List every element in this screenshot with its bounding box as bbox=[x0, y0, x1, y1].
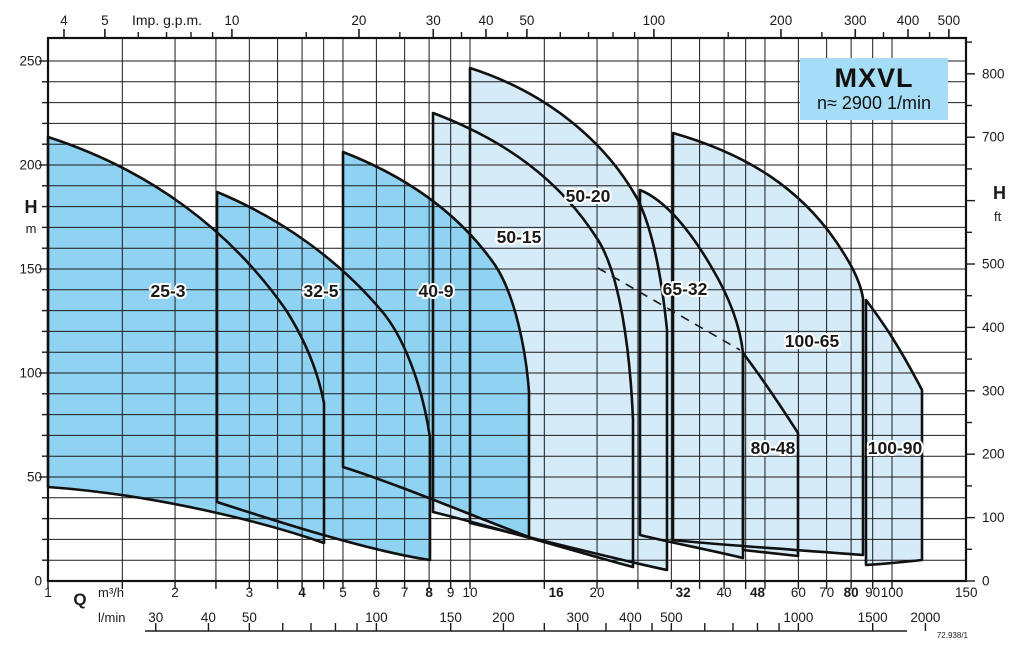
m3h-label: 48 bbox=[750, 585, 766, 600]
top-axis-label: 300 bbox=[844, 13, 867, 28]
curve-label-25-3: 25-3 bbox=[150, 281, 185, 301]
m3h-label: 20 bbox=[590, 585, 605, 600]
top-axis-label: 20 bbox=[351, 13, 366, 28]
q-axis-label: Q bbox=[73, 590, 86, 609]
lmin-label: 40 bbox=[201, 610, 216, 625]
m3h-label: 150 bbox=[955, 585, 978, 600]
right-axis-label: 700 bbox=[982, 130, 1005, 145]
chart-speed: n≈ 2900 1/min bbox=[817, 92, 931, 113]
chart-title: MXVL bbox=[834, 63, 914, 94]
left-axis-label: 250 bbox=[19, 54, 42, 69]
m3h-label: 100 bbox=[881, 585, 904, 600]
top-axis-label: 5 bbox=[101, 13, 109, 28]
lmin-label: 1500 bbox=[858, 610, 888, 625]
curve-label-100-90: 100-90 bbox=[868, 438, 923, 458]
m3h-label: 9 bbox=[447, 585, 455, 600]
top-axis-label: 40 bbox=[478, 13, 493, 28]
right-axis-label: 0 bbox=[982, 574, 990, 589]
m3h-label: 6 bbox=[373, 585, 381, 600]
lmin-label: 100 bbox=[365, 610, 388, 625]
right-axis-label: 300 bbox=[982, 383, 1005, 398]
top-axis-label: 50 bbox=[519, 13, 534, 28]
lmin-label: 150 bbox=[439, 610, 462, 625]
m3h-label: 16 bbox=[549, 585, 565, 600]
left-axis-label: 100 bbox=[19, 366, 42, 381]
curve-label-32-5: 32-5 bbox=[303, 281, 338, 301]
top-axis-label: 500 bbox=[938, 13, 961, 28]
m3h-label: 1 bbox=[44, 585, 52, 600]
lmin-label: 50 bbox=[242, 610, 257, 625]
m3h-label: 60 bbox=[791, 585, 806, 600]
top-axis-label: 400 bbox=[897, 13, 920, 28]
left-axis-label: 50 bbox=[27, 470, 42, 485]
m3h-label: 90 bbox=[865, 585, 880, 600]
envelope-fill-100-65 bbox=[673, 133, 863, 555]
envelope-outline-32-5 bbox=[215, 190, 432, 562]
top-axis-unit: Imp. g.p.m. bbox=[132, 12, 202, 28]
m3h-unit-label: m³/h bbox=[98, 585, 124, 600]
right-axis-unit: ft bbox=[994, 209, 1002, 224]
envelope-outline-80-48 bbox=[741, 351, 800, 558]
lmin-label: 1000 bbox=[783, 610, 813, 625]
envelope-fill-80-48 bbox=[743, 353, 798, 556]
m3h-label: 7 bbox=[401, 585, 409, 600]
m3h-label: 80 bbox=[844, 585, 859, 600]
lmin-label: 500 bbox=[660, 610, 683, 625]
m3h-label: 32 bbox=[676, 585, 691, 600]
top-axis-label: 30 bbox=[426, 13, 441, 28]
right-axis-label: 100 bbox=[982, 510, 1005, 525]
envelope-outline-65-32 bbox=[638, 188, 745, 560]
dashed-divider bbox=[597, 267, 741, 351]
top-axis-label: 100 bbox=[643, 13, 666, 28]
lmin-unit-label: l/min bbox=[98, 610, 125, 625]
curve-label-65-32: 65-32 bbox=[663, 279, 708, 299]
lmin-label: 400 bbox=[619, 610, 642, 625]
right-axis-label: 200 bbox=[982, 447, 1005, 462]
top-axis-label: 4 bbox=[60, 13, 68, 28]
top-axis-label: 200 bbox=[770, 13, 793, 28]
m3h-label: 5 bbox=[339, 585, 347, 600]
envelope-outline-50-20 bbox=[468, 66, 669, 572]
lmin-label: 2000 bbox=[910, 610, 940, 625]
left-axis-label: 200 bbox=[19, 158, 42, 173]
m3h-label: 4 bbox=[298, 585, 306, 600]
right-axis-label: 400 bbox=[982, 320, 1005, 335]
lmin-label: 30 bbox=[148, 610, 163, 625]
right-axis-label: 800 bbox=[982, 66, 1005, 81]
m3h-label: 8 bbox=[425, 585, 433, 600]
m3h-label: 3 bbox=[246, 585, 254, 600]
left-axis-title: H bbox=[25, 197, 38, 217]
left-axis-label: 0 bbox=[34, 574, 42, 589]
m3h-label: 40 bbox=[717, 585, 732, 600]
right-axis-title: H bbox=[993, 183, 1006, 203]
left-axis-label: 150 bbox=[19, 262, 42, 277]
curve-label-50-15: 50-15 bbox=[497, 227, 542, 247]
drawing-number: 72.938/1 bbox=[936, 631, 968, 640]
envelope-outline-100-90 bbox=[864, 298, 924, 567]
curve-label-50-20: 50-20 bbox=[566, 186, 611, 206]
curve-label-80-48: 80-48 bbox=[751, 438, 796, 458]
m3h-label: 2 bbox=[171, 585, 179, 600]
m3h-label: 70 bbox=[819, 585, 834, 600]
lmin-label: 300 bbox=[566, 610, 589, 625]
m3h-label: 10 bbox=[462, 585, 477, 600]
curve-label-40-9: 40-9 bbox=[418, 281, 453, 301]
curve-label-100-65: 100-65 bbox=[785, 331, 840, 351]
right-axis-label: 500 bbox=[982, 257, 1005, 272]
top-axis-label: 10 bbox=[224, 13, 239, 28]
chart-title-box: MXVL n≈ 2900 1/min bbox=[800, 58, 948, 120]
envelope-outline-25-3 bbox=[46, 135, 326, 545]
left-axis-unit: m bbox=[26, 221, 37, 236]
lmin-label: 200 bbox=[492, 610, 515, 625]
